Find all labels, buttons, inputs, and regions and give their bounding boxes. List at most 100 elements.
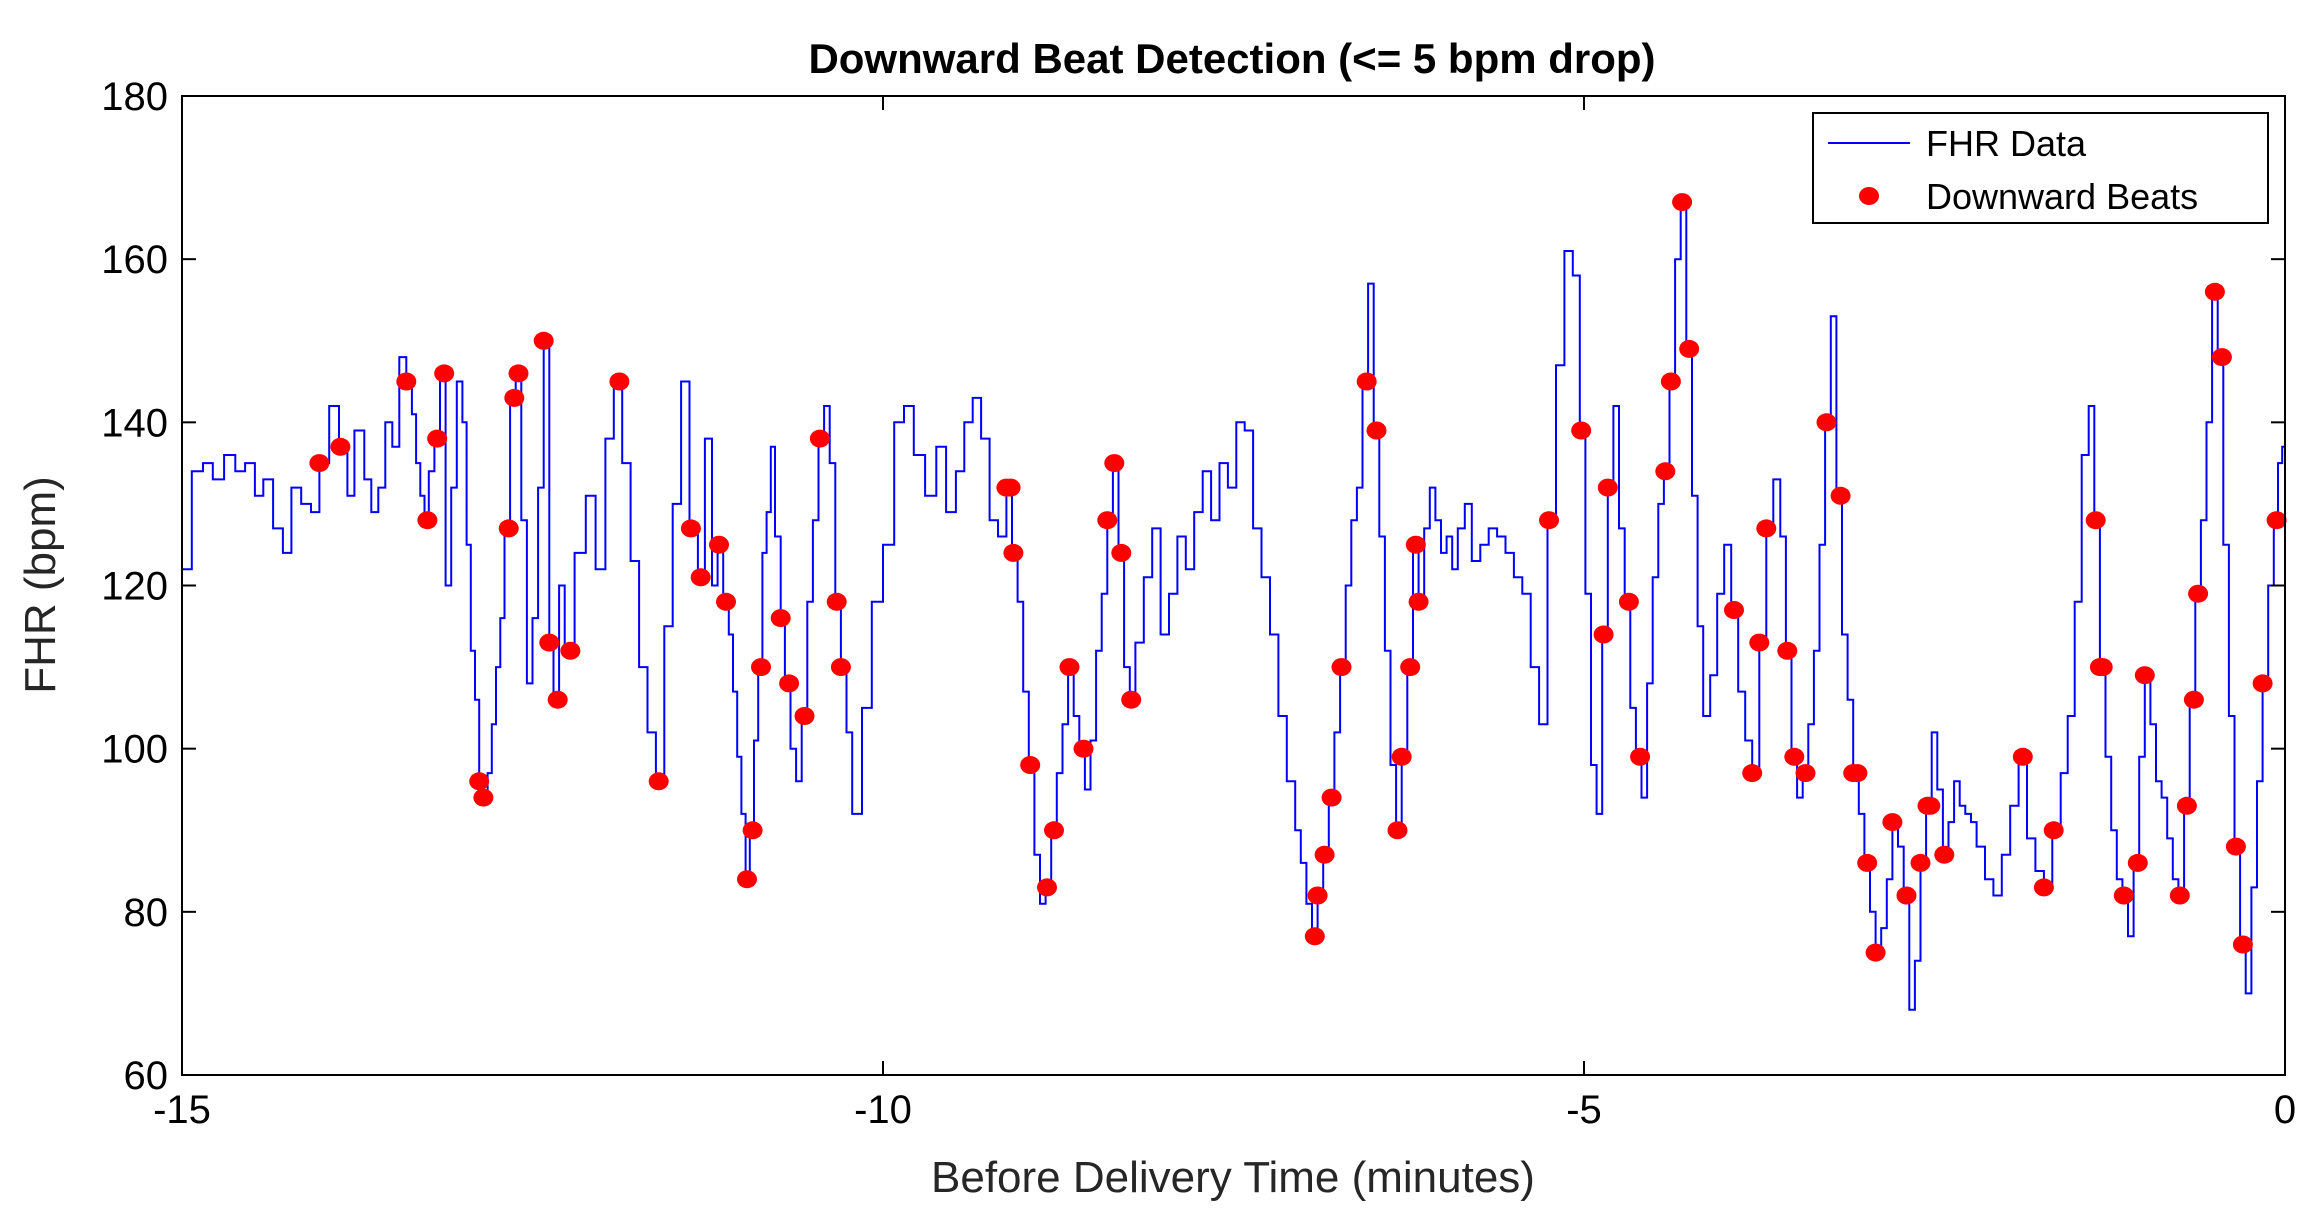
y-axis-label: FHR (bpm) — [16, 476, 65, 694]
downward-beat-marker — [2043, 821, 2064, 840]
downward-beat-marker — [1073, 739, 1094, 758]
legend-marker-swatch — [1859, 187, 1879, 205]
downward-beat-marker — [1679, 339, 1700, 358]
downward-beat-marker — [1387, 821, 1408, 840]
downward-beat-marker — [1816, 413, 1837, 432]
downward-beat-marker — [1539, 511, 1559, 530]
downward-beat-marker — [1104, 454, 1125, 473]
downward-beat-marker — [396, 372, 417, 391]
y-tick-label: 180 — [101, 75, 168, 119]
downward-beat-marker — [1571, 421, 1592, 440]
downward-beat-marker — [2085, 511, 2106, 530]
downward-beat-marker — [794, 707, 815, 725]
downward-beat-marker — [1847, 764, 1868, 783]
chart-title: Downward Beat Detection (<= 5 bpm drop) — [808, 35, 1655, 82]
x-tick-label: -5 — [1566, 1088, 1602, 1132]
downward-beat-marker — [1314, 845, 1335, 864]
downward-beat-marker — [1111, 543, 1132, 562]
downward-beat-marker — [1121, 690, 1142, 709]
downward-beat-marker — [1749, 633, 1770, 652]
downward-beat-marker — [330, 437, 351, 456]
downward-beat-marker — [2033, 878, 2054, 897]
downward-beat-marker — [560, 641, 581, 660]
downward-beat-marker — [1044, 821, 1064, 840]
downward-beat-marker — [1830, 486, 1851, 505]
downward-beat-marker — [309, 454, 330, 473]
downward-beat-marker — [826, 592, 847, 611]
downward-beat-marker — [1882, 813, 1903, 832]
downward-beat-marker — [498, 519, 519, 538]
downward-beat-marker — [1857, 853, 1878, 872]
downward-beat-marker — [2012, 747, 2033, 766]
downward-beat-marker — [1597, 478, 1618, 497]
x-axis-label: Before Delivery Time (minutes) — [931, 1153, 1535, 1202]
downward-beat-marker — [508, 364, 529, 383]
downward-beat-marker — [1059, 658, 1080, 677]
downward-beat-marker — [533, 331, 554, 350]
downward-beat-marker — [1618, 592, 1639, 611]
downward-beat-marker — [779, 674, 800, 693]
downward-beat-marker — [709, 535, 729, 554]
downward-beat-marker — [1000, 478, 1021, 497]
downward-beat-marker — [1408, 592, 1429, 611]
downward-beat-marker — [716, 592, 736, 611]
downward-beat-marker — [547, 690, 568, 709]
marker-layer — [309, 193, 2287, 962]
downward-beat-marker — [2232, 935, 2253, 954]
downward-beat-marker — [417, 511, 438, 530]
downward-beat-marker — [539, 633, 560, 652]
y-tick-label: 160 — [101, 238, 168, 282]
downward-beat-marker — [1400, 658, 1421, 677]
y-tick-label: 100 — [101, 728, 168, 772]
downward-beat-marker — [1920, 796, 1941, 815]
downward-beat-marker — [1777, 641, 1798, 660]
downward-beat-marker — [648, 772, 669, 791]
downward-beat-marker — [1304, 927, 1325, 946]
downward-beat-marker — [680, 519, 701, 538]
downward-beat-marker — [1307, 886, 1328, 905]
downward-beat-marker — [1366, 421, 1387, 440]
downward-beat-marker — [770, 609, 791, 628]
downward-beat-marker — [1672, 193, 1693, 212]
downward-beat-marker — [742, 821, 763, 840]
tick-label-layer: -15 -10 -5 0 60 80 100 120 140 160 180 — [101, 75, 2296, 1132]
downward-beat-marker — [504, 388, 525, 407]
downward-beat-marker — [2225, 837, 2246, 856]
plot-area — [182, 96, 2285, 1075]
downward-beat-marker — [1020, 756, 1041, 774]
downward-beat-marker — [434, 364, 455, 383]
downward-beat-marker — [1003, 543, 1024, 562]
downward-beat-marker — [1896, 886, 1917, 905]
x-tick-label: -10 — [854, 1088, 912, 1132]
downward-beat-marker — [1795, 764, 1816, 783]
axes-layer — [181, 95, 2286, 1076]
downward-beat-marker — [1391, 747, 1412, 766]
downward-beat-marker — [2113, 886, 2134, 905]
downward-beat-marker — [2092, 658, 2113, 677]
downward-beat-marker — [2252, 674, 2273, 693]
x-tick-label: -15 — [153, 1088, 211, 1132]
downward-beat-marker — [1784, 747, 1805, 766]
downward-beat-marker — [1660, 372, 1681, 391]
downward-beat-marker — [809, 429, 830, 448]
y-tick-label: 60 — [124, 1054, 169, 1098]
downward-beat-marker — [1724, 601, 1744, 619]
downward-beat-marker — [469, 772, 490, 791]
legend-box — [1812, 112, 2269, 224]
downward-beat-marker — [830, 658, 851, 677]
downward-beat-marker — [2204, 282, 2225, 301]
downward-beat-marker — [690, 568, 711, 587]
downward-beat-marker — [1037, 878, 1057, 897]
series-layer — [182, 201, 2285, 1011]
legend-label-downward-beats: Downward Beats — [1926, 176, 2198, 217]
downward-beat-marker — [1934, 845, 1955, 864]
downward-beat-marker — [1742, 764, 1763, 783]
y-tick-label: 80 — [124, 891, 169, 935]
legend: FHR Data Downward Beats — [1812, 112, 2269, 224]
downward-beat-marker — [2127, 853, 2148, 872]
downward-beat-marker — [1331, 658, 1352, 677]
downward-beat-marker — [1910, 853, 1931, 872]
downward-beat-marker — [2211, 348, 2232, 367]
downward-beat-marker — [473, 788, 494, 807]
